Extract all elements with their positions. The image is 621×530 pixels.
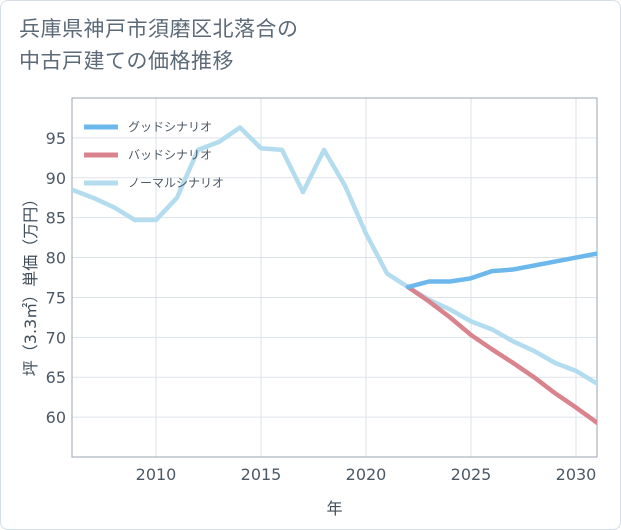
x-tick-label: 2020 <box>346 465 387 484</box>
chart-title: 兵庫県神戸市須磨区北落合の 中古戸建ての価格推移 <box>19 13 299 77</box>
y-tick-label: 65 <box>46 368 66 387</box>
y-tick-label: 85 <box>46 209 66 228</box>
y-tick-label: 60 <box>46 408 66 427</box>
y-axis-ticks: 60 65 70 75 80 85 90 95 <box>46 129 66 427</box>
series-line-0 <box>405 251 597 290</box>
y-tick-label: 95 <box>46 129 66 148</box>
chart-title-line-2: 中古戸建ての価格推移 <box>19 49 234 73</box>
series-lines <box>72 125 597 425</box>
series-line-2 <box>72 125 597 386</box>
chart-title-line-1: 兵庫県神戸市須磨区北落合の <box>19 17 299 41</box>
x-axis-label: 年 <box>326 499 342 518</box>
series-line-1 <box>405 284 597 425</box>
y-axis-label: 坪（3.3㎡）単価（万円） <box>21 191 40 376</box>
legend-label-0: グッドシナリオ <box>128 120 212 134</box>
x-tick-label: 2030 <box>556 465 597 484</box>
y-tick-label: 90 <box>46 169 66 188</box>
x-axis-ticks: 2010 2015 2020 2025 2030 <box>136 465 597 484</box>
legend-label-2: ノーマルシナリオ <box>128 176 224 190</box>
y-tick-label: 75 <box>46 288 66 307</box>
x-tick-label: 2025 <box>451 465 492 484</box>
x-tick-label: 2010 <box>136 465 177 484</box>
y-tick-label: 70 <box>46 328 66 347</box>
plot-frame <box>71 97 598 458</box>
x-tick-label: 2015 <box>241 465 282 484</box>
legend-label-1: バッドシナリオ <box>128 148 212 162</box>
y-tick-label: 80 <box>46 249 66 268</box>
